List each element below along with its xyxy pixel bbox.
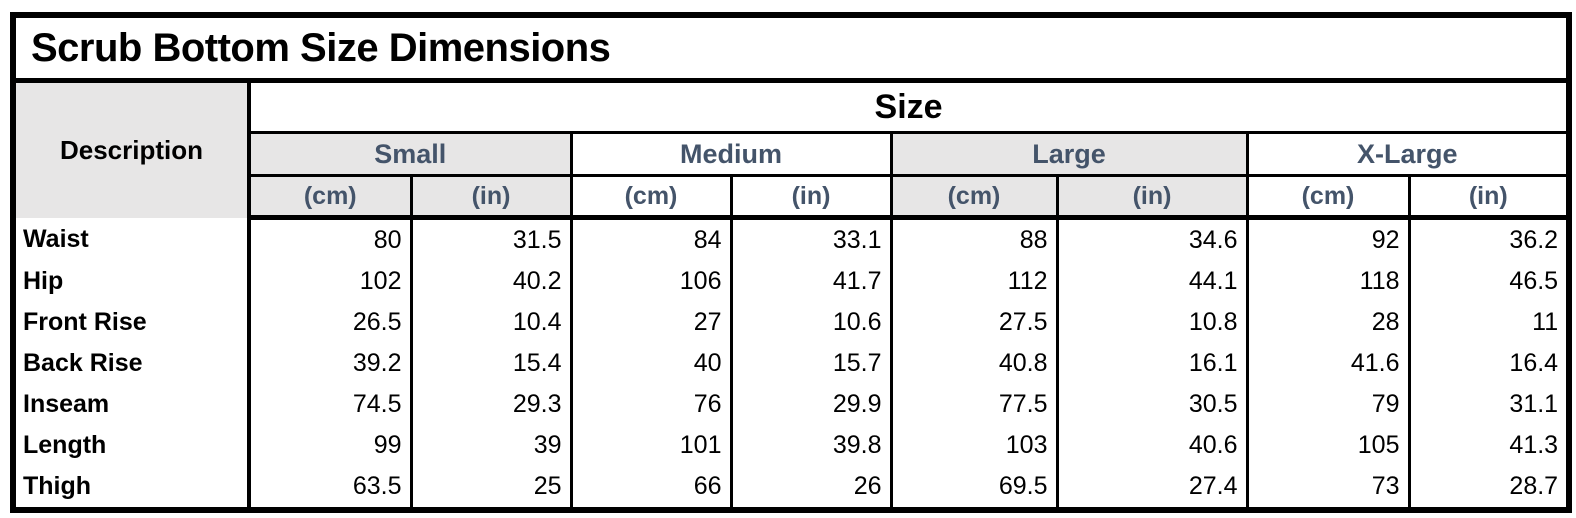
value-cell: 29.9	[729, 384, 891, 425]
value-cell: 66	[569, 466, 731, 510]
value-cell: 15.4	[409, 343, 571, 384]
table-row-inseam: Inseam 74.5 29.3 76 29.9 77.5 30.5 79 31…	[13, 384, 1570, 425]
value-cell: 25	[409, 466, 571, 510]
value-cell: 73	[1245, 466, 1409, 510]
value-cell: 41.7	[729, 261, 891, 302]
value-cell: 69.5	[889, 466, 1057, 510]
size-chart-sheet: Scrub Bottom Size Dimensions Description…	[10, 12, 1576, 513]
table-row-waist: Waist 80 31.5 84 33.1 88 34.6 92 36.2	[13, 217, 1570, 261]
value-cell: 102	[247, 261, 411, 302]
value-cell: 26.5	[247, 302, 411, 343]
value-cell: 31.1	[1407, 384, 1570, 425]
value-cell: 106	[569, 261, 731, 302]
unit-header-medium-in: (in)	[729, 175, 891, 220]
value-cell: 74.5	[247, 384, 411, 425]
value-cell: 36.2	[1407, 217, 1570, 261]
value-cell: 10.6	[729, 302, 891, 343]
value-cell: 31.5	[409, 217, 571, 261]
size-header: Size	[249, 80, 1570, 134]
unit-header-xlarge-in: (in)	[1407, 175, 1570, 220]
value-cell: 39.8	[729, 425, 891, 466]
value-cell: 41.6	[1245, 343, 1409, 384]
unit-header-xlarge-cm: (cm)	[1245, 175, 1409, 220]
value-cell: 63.5	[247, 466, 411, 510]
row-label: Waist	[13, 217, 251, 261]
value-cell: 16.4	[1407, 343, 1570, 384]
table-row-thigh: Thigh 63.5 25 66 26 69.5 27.4 73 28.7	[13, 466, 1570, 510]
size-group-large: Large	[889, 132, 1247, 177]
unit-header-large-cm: (cm)	[889, 175, 1057, 220]
value-cell: 33.1	[729, 217, 891, 261]
value-cell: 76	[569, 384, 731, 425]
value-cell: 34.6	[1055, 217, 1247, 261]
value-cell: 39	[409, 425, 571, 466]
value-cell: 77.5	[889, 384, 1057, 425]
unit-header-small-cm: (cm)	[247, 175, 411, 220]
value-cell: 27.4	[1055, 466, 1247, 510]
table-row-length: Length 99 39 101 39.8 103 40.6 105 41.3	[13, 425, 1570, 466]
table-row-front-rise: Front Rise 26.5 10.4 27 10.6 27.5 10.8 2…	[13, 302, 1570, 343]
table-row-back-rise: Back Rise 39.2 15.4 40 15.7 40.8 16.1 41…	[13, 343, 1570, 384]
value-cell: 16.1	[1055, 343, 1247, 384]
value-cell: 40	[569, 343, 731, 384]
row-label: Hip	[13, 261, 251, 302]
value-cell: 92	[1245, 217, 1409, 261]
row-label: Back Rise	[13, 343, 251, 384]
value-cell: 10.4	[409, 302, 571, 343]
row-label: Front Rise	[13, 302, 251, 343]
value-cell: 118	[1245, 261, 1409, 302]
value-cell: 88	[889, 217, 1057, 261]
value-cell: 101	[569, 425, 731, 466]
value-cell: 40.2	[409, 261, 571, 302]
value-cell: 46.5	[1407, 261, 1570, 302]
row-label: Length	[13, 425, 251, 466]
row-label: Thigh	[13, 466, 251, 510]
value-cell: 39.2	[247, 343, 411, 384]
value-cell: 28.7	[1407, 466, 1570, 510]
unit-header-small-in: (in)	[409, 175, 571, 220]
value-cell: 27.5	[889, 302, 1057, 343]
table-title: Scrub Bottom Size Dimensions	[13, 15, 1570, 83]
value-cell: 26	[729, 466, 891, 510]
size-dimensions-table: Scrub Bottom Size Dimensions Description…	[10, 12, 1573, 513]
unit-header-large-in: (in)	[1055, 175, 1247, 220]
value-cell: 40.6	[1055, 425, 1247, 466]
unit-header-medium-cm: (cm)	[569, 175, 731, 220]
value-cell: 29.3	[409, 384, 571, 425]
value-cell: 99	[247, 425, 411, 466]
value-cell: 30.5	[1055, 384, 1247, 425]
value-cell: 79	[1245, 384, 1409, 425]
size-group-xlarge: X-Large	[1245, 132, 1570, 177]
value-cell: 105	[1245, 425, 1409, 466]
value-cell: 40.8	[889, 343, 1057, 384]
table-row-hip: Hip 102 40.2 106 41.7 112 44.1 118 46.5	[13, 261, 1570, 302]
row-label: Inseam	[13, 384, 251, 425]
value-cell: 41.3	[1407, 425, 1570, 466]
value-cell: 112	[889, 261, 1057, 302]
value-cell: 103	[889, 425, 1057, 466]
size-group-small: Small	[247, 132, 571, 177]
value-cell: 10.8	[1055, 302, 1247, 343]
value-cell: 11	[1407, 302, 1570, 343]
size-group-medium: Medium	[569, 132, 891, 177]
value-cell: 84	[569, 217, 731, 261]
value-cell: 80	[247, 217, 411, 261]
value-cell: 15.7	[729, 343, 891, 384]
value-cell: 44.1	[1055, 261, 1247, 302]
description-header: Description	[13, 80, 251, 218]
value-cell: 28	[1245, 302, 1409, 343]
value-cell: 27	[569, 302, 731, 343]
